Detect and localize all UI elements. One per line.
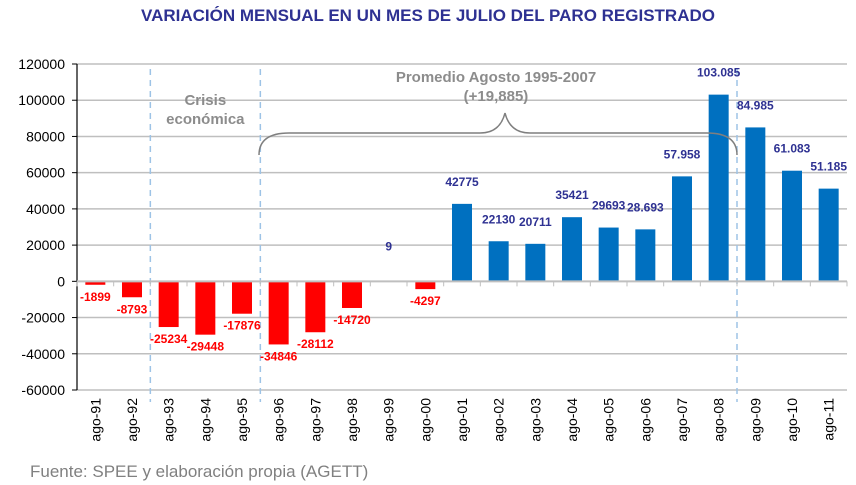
bar-ago-94: [195, 281, 216, 335]
source-note: Fuente: SPEE y elaboración propia (AGETT…: [30, 462, 369, 481]
bar-ago-02: [488, 241, 509, 282]
x-tick-label: ago-98: [344, 398, 360, 442]
y-tick-label: -40000: [21, 346, 65, 362]
y-tick-label: 0: [57, 273, 65, 289]
x-tick-label: ago-11: [821, 398, 837, 441]
x-tick-label: ago-96: [271, 398, 287, 442]
data-label: 42775: [445, 175, 479, 189]
y-tick-label: 40000: [26, 201, 65, 217]
x-tick-label: ago-05: [601, 398, 617, 442]
x-tick-label: ago-99: [381, 398, 397, 442]
bar-ago-05: [598, 227, 619, 282]
data-label: 9: [385, 240, 392, 254]
data-label: 84.985: [737, 98, 774, 112]
x-tick-label: ago-95: [234, 398, 250, 442]
curly-brace: [258, 112, 738, 156]
data-label: -28112: [297, 337, 334, 351]
data-label: 29693: [592, 199, 626, 213]
x-tick-label: ago-10: [784, 398, 800, 442]
data-label: 22130: [482, 212, 516, 226]
bar-ago-98: [342, 281, 362, 308]
data-label: 51.185: [810, 160, 847, 174]
annotation-average: (+19,885): [464, 88, 529, 105]
data-label: 28.693: [627, 200, 664, 214]
data-label: 103.085: [697, 66, 741, 80]
x-tick-label: ago-04: [564, 398, 580, 442]
bar-ago-09: [745, 127, 766, 282]
x-tick-label: ago-08: [711, 398, 727, 442]
y-tick-label: 80000: [26, 128, 65, 144]
x-tick-label: ago-92: [124, 398, 140, 442]
bar-ago-06: [635, 229, 656, 282]
annotation-crisis: económica: [166, 111, 245, 128]
x-tick-label: ago-07: [674, 398, 690, 442]
chart-title: VARIACIÓN MENSUAL EN UN MES DE JULIO DEL…: [141, 6, 715, 25]
x-tick-label: ago-94: [197, 398, 213, 442]
x-tick-labels: ago-91 ago-92 ago-93 ago-94 ago-95 ago-96 ago-…: [87, 398, 836, 442]
y-tick-label: -20000: [21, 310, 65, 326]
data-label: 35421: [555, 188, 589, 202]
annotation-crisis: Crisis: [184, 92, 226, 109]
annotation-average: Promedio Agosto 1995-2007: [396, 69, 596, 86]
bar-ago-10: [782, 170, 802, 282]
bar-ago-93: [158, 281, 179, 328]
y-tick-label: 20000: [26, 237, 65, 253]
bar-ago-08: [708, 94, 729, 282]
y-tick-label: 60000: [26, 165, 65, 181]
x-tick-label: ago-97: [307, 398, 323, 442]
x-tick-label: ago-09: [747, 398, 763, 442]
bar-ago-95: [232, 281, 252, 314]
data-label: -4297: [410, 294, 441, 308]
bar-ago-04: [562, 217, 582, 282]
data-label: -29448: [187, 340, 225, 354]
bar-ago-11: [818, 188, 839, 282]
data-label: -25234: [150, 332, 188, 346]
data-label: -14720: [333, 313, 371, 327]
bar-ago-07: [672, 176, 692, 282]
annotations: Crisis económica Promedio Agosto 1995-2007…: [166, 69, 738, 156]
period-dividers: [149, 69, 738, 402]
data-label: -17876: [223, 319, 261, 333]
bar-ago-03: [525, 243, 546, 282]
bar-ago-00: [415, 281, 436, 290]
y-tick-label: -60000: [21, 382, 65, 398]
x-tick-label: ago-00: [417, 398, 433, 442]
x-tick-label: ago-01: [454, 398, 470, 442]
y-tick-label: 100000: [18, 92, 65, 108]
y-tick-labels: 120000 100000 80000 60000 40000 20000 0 -20000 -…: [18, 56, 65, 398]
x-tick-label: ago-02: [491, 398, 507, 442]
data-label: -8793: [117, 302, 148, 316]
x-tick-label: ago-91: [87, 398, 103, 442]
bar-ago-91: [85, 281, 106, 285]
data-label: -1899: [80, 290, 111, 304]
bars: [85, 94, 839, 345]
data-label: 20711: [519, 215, 552, 229]
data-label: -34846: [260, 349, 298, 363]
bar-ago-96: [268, 281, 289, 345]
data-label: 57.958: [664, 147, 701, 161]
data-label: 61.083: [774, 142, 811, 156]
y-tick-label: 120000: [18, 56, 65, 72]
x-tick-label: ago-03: [527, 398, 543, 442]
bar-ago-92: [122, 281, 142, 298]
x-tick-label: ago-06: [637, 398, 653, 442]
x-tick-label: ago-93: [161, 398, 177, 442]
axes: [72, 63, 848, 391]
data-labels: -1899 -8793 -25234-29448 -17876 -34846-28112…: [80, 66, 847, 364]
bar-ago-97: [305, 281, 326, 333]
bar-ago-01: [452, 203, 472, 282]
